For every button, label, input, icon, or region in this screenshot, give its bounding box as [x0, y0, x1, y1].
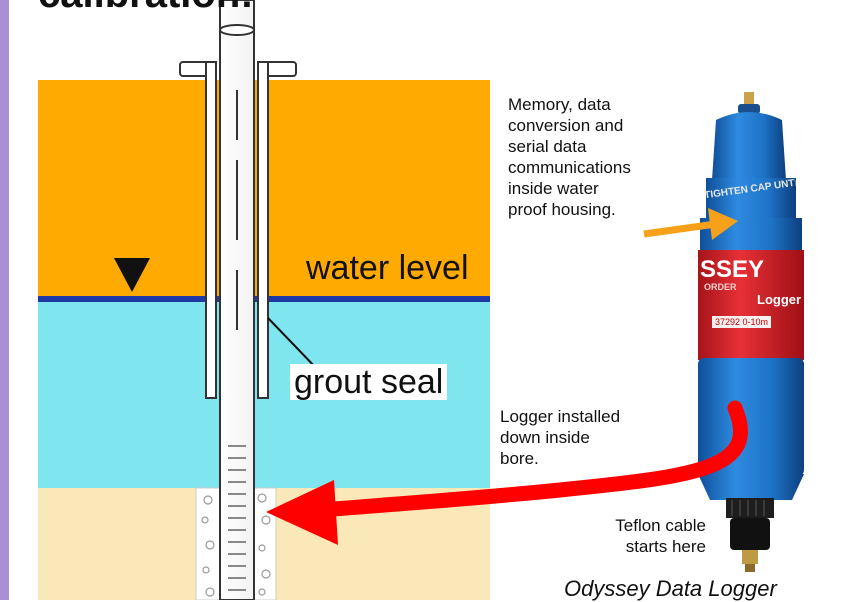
bore-pipe-top [219, 24, 255, 36]
well-screen-slots [228, 445, 246, 591]
installation-arrow [314, 400, 748, 518]
grout-seal-label: grout seal [290, 364, 448, 400]
gravel-stones [201, 493, 271, 597]
water-level-label: water level [306, 249, 469, 287]
outer-casing-left [205, 61, 217, 399]
logger-subbrand-text: ORDER [704, 282, 737, 292]
slide-title: calibration: [38, 0, 254, 17]
housing-arrowhead [708, 208, 738, 240]
teflon-cable-note: Teflon cable starts here [615, 516, 706, 556]
device-caption: Odyssey Data Logger [564, 576, 777, 601]
grout-seal-leader [267, 317, 319, 371]
logger-brand-text: SSEY [700, 256, 765, 283]
logger-name-text: Logger [757, 292, 802, 307]
water-level-marker [114, 258, 150, 292]
logger-installed-note: Logger installed down inside bore. [500, 407, 621, 468]
housing-arrow [643, 220, 717, 238]
slide-accent-bar [0, 0, 9, 600]
installation-arrowhead [266, 480, 338, 545]
outer-casing-right [257, 61, 269, 399]
odyssey-logger-device [698, 92, 804, 572]
logger-serial-label: 37292 0-10m [712, 316, 772, 328]
memory-note: Memory, data conversion and serial data … [508, 95, 631, 219]
